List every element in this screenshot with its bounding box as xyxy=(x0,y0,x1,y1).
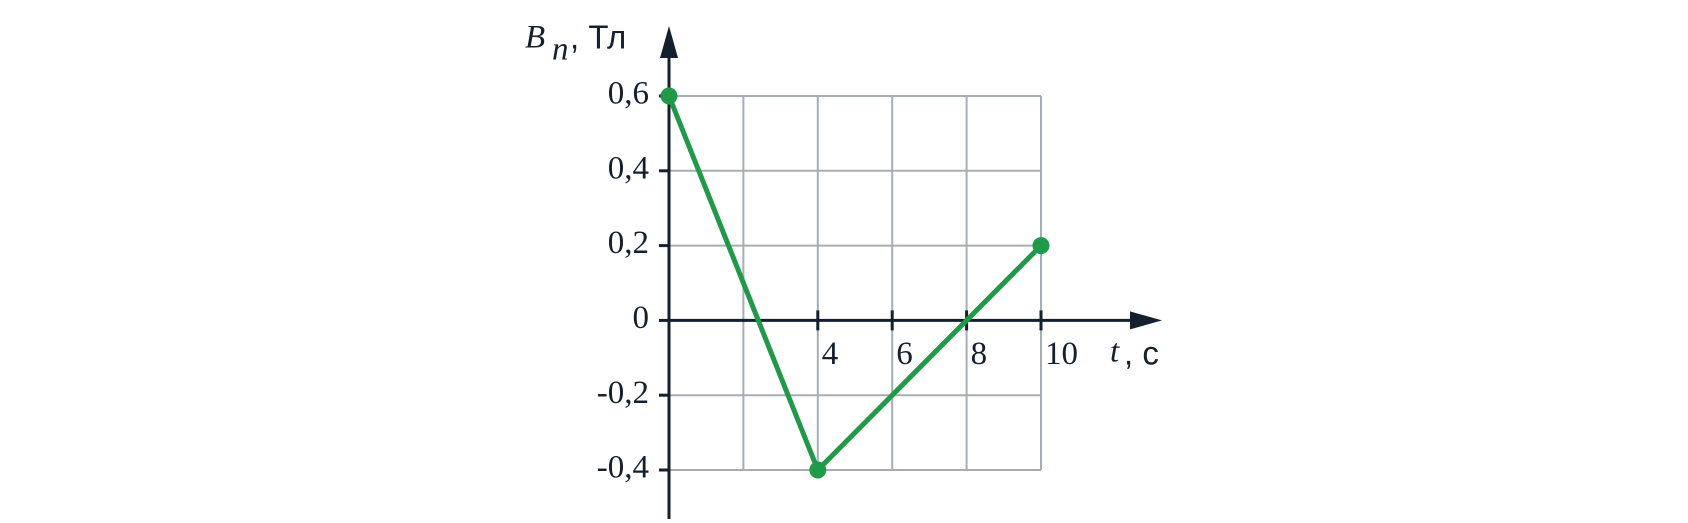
data-point xyxy=(660,87,678,105)
y-axis-unit: , Тл xyxy=(570,19,626,56)
x-tick-label: 8 xyxy=(971,336,988,372)
x-tick-label: 6 xyxy=(896,336,913,372)
y-axis-arrow xyxy=(660,26,678,58)
data-point xyxy=(809,461,827,479)
y-tick-label: 0 xyxy=(633,300,650,336)
y-axis-subscript: n xyxy=(552,32,569,68)
y-tick-label: 0,6 xyxy=(608,76,649,112)
x-tick-label: 10 xyxy=(1045,336,1078,372)
data-line xyxy=(666,95,1043,473)
x-tick-label: 4 xyxy=(822,336,839,372)
y-axis-symbol: B xyxy=(525,20,545,56)
y-tick-label: 0,4 xyxy=(608,150,649,186)
x-axis-arrow xyxy=(1130,311,1162,330)
data-point xyxy=(1032,237,1050,255)
y-tick-label: -0,2 xyxy=(597,375,649,411)
x-axis-symbol: t xyxy=(1110,334,1120,370)
y-tick-label: 0,2 xyxy=(608,225,649,261)
x-axis-unit: , с xyxy=(1124,335,1159,372)
y-tick-label: -0,4 xyxy=(597,450,649,486)
